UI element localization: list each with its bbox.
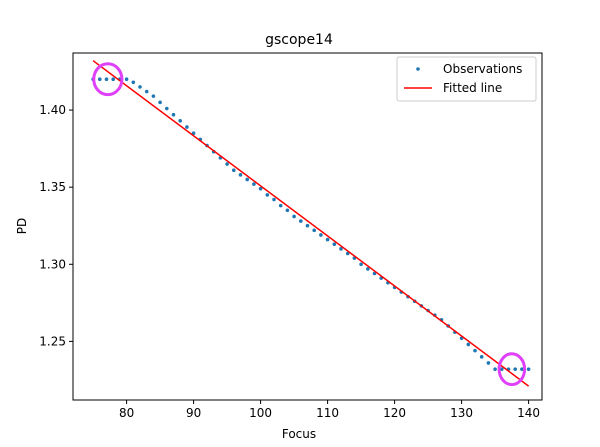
observation-point [111,77,115,82]
y-axis-label: PD [15,218,29,234]
observation-point [265,193,270,197]
plot-area [91,60,531,387]
observation-point [325,237,330,242]
axes: 80 90 100 110 120 130 140 1.25 1.30 1.35 1.40 [39,103,540,420]
x-tick-label: 110 [316,406,339,420]
observation-point [473,348,477,353]
observation-point [319,233,323,237]
x-tick-label: 100 [249,406,272,420]
observation-point [98,77,102,82]
observation-point [278,203,283,208]
observation-point [285,208,290,213]
observation-point [345,251,350,256]
observation-point [258,186,263,191]
observation-point [252,182,256,186]
x-tick-label: 140 [517,406,540,420]
observation-point [312,228,317,233]
observation-point [479,355,484,359]
observation-point [185,125,189,129]
observation-point [466,342,471,347]
x-tick-label: 120 [383,406,406,420]
x-tick-label: 130 [450,406,473,420]
observation-point [359,262,363,267]
y-tick-label: 1.40 [39,103,66,117]
x-tick-label: 90 [186,406,201,420]
observation-point [104,77,109,82]
observation-point [245,177,249,182]
highlight-circle-right [497,352,527,387]
observation-point [144,89,149,94]
legend-fitted-line-label: Fitted line [443,81,502,95]
observation-point [225,162,229,166]
y-tick-label: 1.35 [39,180,66,194]
observation-point [526,367,531,371]
observation-point [158,100,162,105]
observation-point [332,242,337,247]
legend-box [396,56,537,102]
observation-point [232,168,236,173]
observation-point [486,361,491,365]
observation-point [124,77,129,82]
observation-point [138,85,142,89]
observation-point [165,106,169,111]
observation-point [500,367,504,371]
legend-observations-label: Observations [443,62,522,76]
observation-point [272,197,276,202]
observation-point [292,214,296,219]
y-tick-label: 1.30 [39,257,66,271]
observation-point [191,131,196,135]
observation-point [520,367,524,371]
highlight-circle-left [92,62,124,97]
y-tick-label: 1.25 [39,334,66,348]
observation-point [372,271,377,276]
legend-observations-marker [416,67,420,71]
observation-point [299,219,303,223]
x-tick-label: 80 [119,406,134,420]
plot-frame [72,52,543,401]
observation-point [493,367,497,371]
observation-point [305,223,310,228]
fitted-line [92,60,530,387]
x-axis-label: Focus [282,427,316,441]
chart-title: gscope14 [265,32,333,48]
observation-point [238,173,243,177]
observation-point [513,367,517,371]
observation-point [178,119,182,123]
observation-point [339,247,343,251]
observation-point [131,80,136,85]
observation-point [151,94,156,98]
observation-point [171,112,176,117]
observation-point [366,267,370,271]
legend: Observations Fitted line [396,56,537,102]
